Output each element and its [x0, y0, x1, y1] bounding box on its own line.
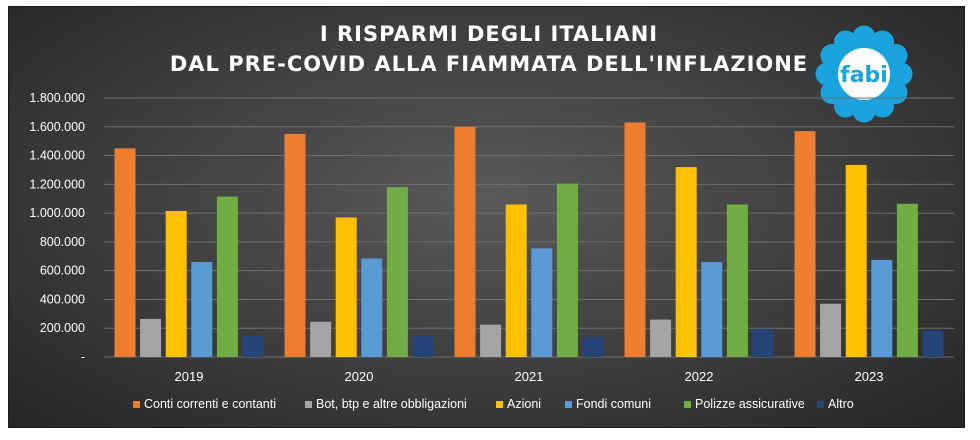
- y-tick-label: 1.000.000: [29, 206, 85, 220]
- bar-2020-0: [284, 133, 306, 357]
- logo-text: fabi: [840, 63, 888, 88]
- legend-label: Fondi comuni: [576, 397, 651, 411]
- legend: Conti correnti e contanti Bot, btp e altr…: [133, 397, 854, 411]
- bar-2020-2: [335, 217, 357, 357]
- y-tick-label: 1.200.000: [29, 177, 85, 191]
- bar-2023-4: [896, 203, 918, 357]
- y-tick-label: 1.400.000: [29, 149, 85, 163]
- bar-2023-5: [922, 330, 944, 357]
- bar-2022-2: [675, 167, 697, 357]
- y-tick-label: 400.000: [40, 292, 85, 306]
- legend-label: Bot, btp e altre obbligazioni: [316, 397, 467, 411]
- legend-swatch: [496, 401, 503, 408]
- chart-frame: I RISPARMI DEGLI ITALIANI DAL PRE-COVID …: [8, 6, 965, 428]
- bar-2021-4: [556, 183, 578, 357]
- legend-swatch: [817, 401, 824, 408]
- x-tick-label: 2022: [685, 369, 714, 384]
- bar-2020-4: [386, 187, 408, 357]
- bar-2022-3: [701, 262, 723, 357]
- x-tick-label: 2019: [175, 369, 204, 384]
- legend-label: Polizze assicurative: [695, 397, 805, 411]
- chart-title-line-1: I RISPARMI DEGLI ITALIANI: [320, 22, 658, 46]
- y-tick-label: 800.000: [40, 235, 85, 249]
- legend-label: Altro: [828, 397, 854, 411]
- y-axis-ticks: - 200.000 400.000 600.000 800.000 1.000.000 1.…: [29, 91, 85, 364]
- y-tick-label: 1.800.000: [29, 91, 85, 105]
- bar-2022-4: [726, 204, 748, 357]
- bars: [114, 122, 944, 358]
- bar-2021-3: [531, 248, 553, 357]
- legend-swatch: [565, 401, 572, 408]
- chart-title: I RISPARMI DEGLI ITALIANI DAL PRE-COVID …: [170, 22, 808, 76]
- bar-2019-1: [140, 318, 162, 357]
- bar-2020-1: [310, 321, 332, 357]
- bar-2023-3: [871, 259, 893, 357]
- bar-2023-0: [794, 131, 816, 357]
- bar-2023-1: [820, 303, 842, 357]
- logo-center: [838, 48, 890, 100]
- x-tick-label: 2023: [855, 369, 884, 384]
- bar-2022-5: [752, 328, 774, 357]
- legend-label: Azioni: [507, 397, 541, 411]
- legend-swatch: [133, 401, 140, 408]
- bar-2019-0: [114, 148, 136, 357]
- bar-2019-5: [242, 336, 264, 357]
- bar-2020-5: [412, 336, 434, 357]
- legend-swatch: [684, 401, 691, 408]
- bar-2022-1: [650, 319, 672, 357]
- bar-2019-4: [216, 196, 238, 357]
- legend-label: Conti correnti e contanti: [144, 397, 276, 411]
- fabi-logo: fabi: [815, 25, 913, 123]
- bar-2022-0: [624, 122, 646, 357]
- x-tick-label: 2021: [515, 369, 544, 384]
- bar-2021-2: [505, 204, 527, 357]
- bar-2021-1: [480, 324, 502, 357]
- bar-2021-0: [454, 126, 476, 358]
- bar-2019-3: [191, 262, 213, 357]
- bar-2021-5: [582, 336, 604, 357]
- bar-2023-2: [845, 164, 867, 357]
- chart-title-line-2: DAL PRE-COVID ALLA FIAMMATA DELL'INFLAZI…: [170, 52, 808, 76]
- x-axis-ticks: 2019 2020 2021 2022 2023: [175, 369, 884, 384]
- y-tick-label: 1.600.000: [29, 120, 85, 134]
- legend-swatch: [305, 401, 312, 408]
- y-tick-label: -: [81, 350, 85, 364]
- bar-chart: I RISPARMI DEGLI ITALIANI DAL PRE-COVID …: [29, 22, 954, 411]
- bar-2020-3: [361, 258, 383, 357]
- y-tick-label: 200.000: [40, 321, 85, 335]
- bar-2019-2: [165, 210, 187, 357]
- x-tick-label: 2020: [345, 369, 374, 384]
- y-tick-label: 600.000: [40, 264, 85, 278]
